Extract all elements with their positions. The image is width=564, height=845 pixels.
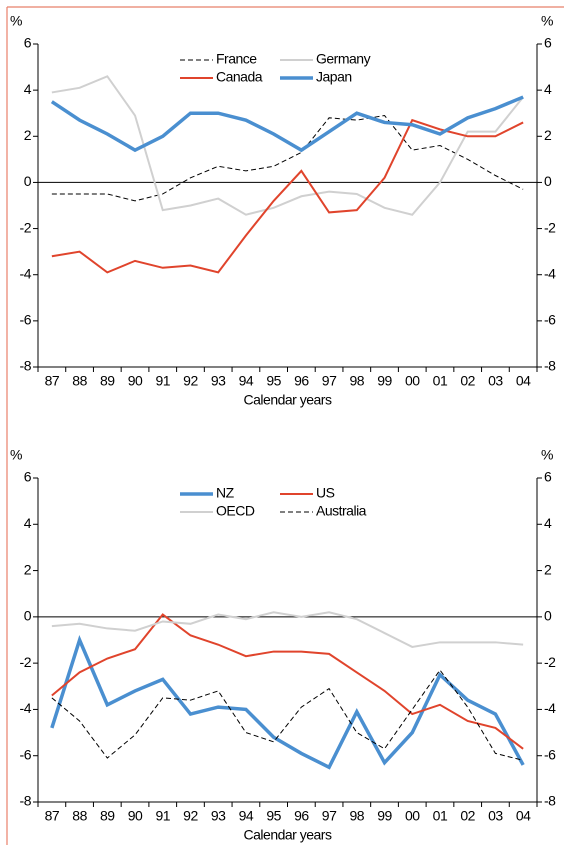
series-line: [51, 613, 524, 750]
series-line: [50, 634, 525, 770]
legend-label: NZ: [216, 485, 235, 501]
y2-tick-label: 4: [544, 515, 552, 531]
y-tick-label: -6: [20, 746, 32, 762]
y-tick-label: 4: [24, 515, 32, 531]
x-tick-label: 93: [211, 373, 226, 389]
y2-tick-label: 6: [544, 35, 552, 51]
y-tick-label: -8: [20, 793, 32, 809]
y-tick-label: -8: [20, 358, 32, 374]
x-tick-label: 99: [377, 808, 392, 824]
legend-label: OECD: [216, 503, 255, 519]
x-tick-label: 87: [45, 373, 60, 389]
x-tick-label: 03: [488, 808, 503, 824]
x-tick-label: 01: [433, 373, 448, 389]
y-tick-label: -4: [20, 265, 32, 281]
legend-label: France: [216, 51, 257, 67]
x-tick-label: 04: [516, 373, 531, 389]
y-axis-label: %: [10, 447, 22, 463]
y2-tick-label: -4: [544, 265, 556, 281]
y2-tick-label: -2: [544, 219, 556, 235]
x-tick-label: 01: [433, 808, 448, 824]
x-tick-label: 95: [266, 373, 281, 389]
x-tick-label: 97: [322, 808, 337, 824]
y2-tick-label: -6: [544, 746, 556, 762]
series-line: [50, 95, 524, 153]
y2-tick-label: 6: [544, 469, 552, 485]
x-tick-label: 91: [155, 808, 170, 824]
y2-tick-label: 0: [544, 608, 552, 624]
y2-tick-label: 2: [544, 561, 552, 577]
x-tick-label: 93: [211, 808, 226, 824]
y2-tick-label: 2: [544, 127, 552, 143]
x-tick-label: 96: [294, 808, 309, 824]
x-tick-label: 89: [100, 808, 115, 824]
legend-label: Germany: [316, 51, 371, 67]
y-tick-label: 0: [24, 173, 32, 189]
y-tick-label: 4: [24, 81, 32, 97]
x-tick-label: 97: [322, 373, 337, 389]
x-tick-label: 98: [350, 808, 365, 824]
series-line: [51, 611, 524, 648]
x-tick-label: 92: [183, 373, 198, 389]
x-tick-label: 88: [72, 808, 87, 824]
y-tick-label: -2: [20, 219, 32, 235]
x-tick-label: 96: [294, 373, 309, 389]
y-tick-label: 2: [24, 561, 32, 577]
x-tick-label: 00: [405, 808, 420, 824]
y-tick-label: 6: [24, 35, 32, 51]
x-tick-label: 90: [128, 373, 143, 389]
x-axis-label: Calendar years: [244, 827, 332, 843]
x-tick-label: 91: [155, 373, 170, 389]
x-tick-label: 88: [72, 373, 87, 389]
y-tick-label: 2: [24, 127, 32, 143]
y2-tick-label: -6: [544, 312, 556, 328]
x-tick-label: 00: [405, 373, 420, 389]
y-tick-label: 0: [24, 608, 32, 624]
x-tick-label: 03: [488, 373, 503, 389]
y2-tick-label: 4: [544, 81, 552, 97]
y-tick-label: 6: [24, 469, 32, 485]
x-tick-label: 04: [516, 808, 531, 824]
y2-tick-label: -8: [544, 358, 556, 374]
x-tick-label: 02: [460, 373, 475, 389]
y2-tick-label: -2: [544, 654, 556, 670]
y2-axis-label: %: [541, 447, 553, 463]
x-tick-label: 95: [266, 808, 281, 824]
series-line: [51, 75, 524, 216]
x-tick-label: 94: [239, 373, 254, 389]
y2-tick-label: 0: [544, 173, 552, 189]
x-tick-label: 89: [100, 373, 115, 389]
x-tick-label: 99: [377, 373, 392, 389]
x-tick-label: 98: [350, 373, 365, 389]
legend-label: Australia: [316, 503, 367, 519]
y-axis-label: %: [10, 13, 22, 29]
legend-label: Japan: [316, 69, 352, 85]
y-tick-label: -2: [20, 654, 32, 670]
series-line: [51, 669, 524, 761]
x-tick-label: 92: [183, 808, 198, 824]
y2-axis-label: %: [541, 13, 553, 29]
legend-label: US: [316, 485, 335, 501]
x-tick-label: 87: [45, 808, 60, 824]
y-tick-label: -4: [20, 700, 32, 716]
y2-tick-label: -8: [544, 793, 556, 809]
x-tick-label: 02: [460, 808, 475, 824]
y2-tick-label: -4: [544, 700, 556, 716]
x-axis-label: Calendar years: [244, 392, 332, 408]
x-tick-label: 90: [128, 808, 143, 824]
x-tick-label: 94: [239, 808, 254, 824]
y-tick-label: -6: [20, 312, 32, 328]
legend-label: Canada: [216, 69, 263, 85]
